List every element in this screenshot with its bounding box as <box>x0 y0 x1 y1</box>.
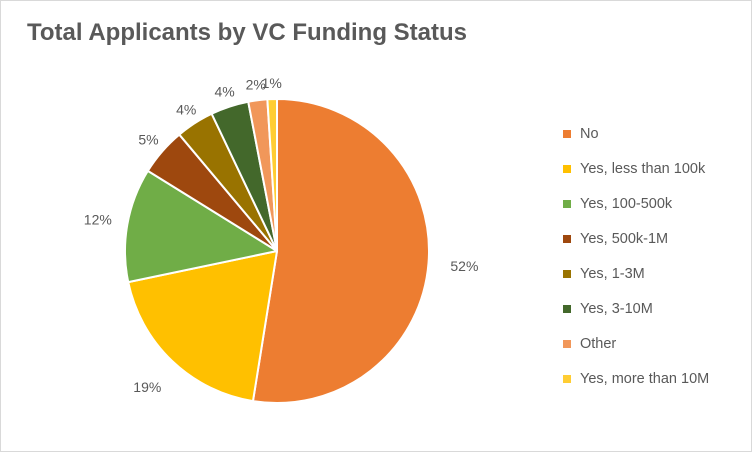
legend-item-7: Other <box>563 326 709 361</box>
legend-label: Other <box>580 335 617 352</box>
legend-item-6: Yes, 3-10M <box>563 291 709 326</box>
legend: No Yes, less than 100k Yes, 100-500k Yes, 5… <box>563 116 709 396</box>
data-label-8: 1% <box>262 75 282 91</box>
legend-item-8: Yes, more than 10M <box>563 361 709 396</box>
pie-slice-1 <box>251 98 430 404</box>
pie-slice-8 <box>266 98 278 252</box>
data-label-5: 4% <box>176 102 196 118</box>
legend-label: No <box>580 125 599 142</box>
legend-item-1: No <box>563 116 709 151</box>
legend-label: Yes, 100-500k <box>580 195 673 212</box>
legend-swatch <box>563 374 571 383</box>
legend-item-2: Yes, less than 100k <box>563 151 709 186</box>
legend-swatch <box>563 164 571 173</box>
data-label-1: 52% <box>450 258 478 274</box>
legend-swatch <box>563 129 571 138</box>
legend-swatch <box>563 234 571 243</box>
data-label-6: 4% <box>214 83 234 99</box>
legend-swatch <box>563 269 571 278</box>
legend-item-4: Yes, 500k-1M <box>563 221 709 256</box>
pie-slice-2 <box>127 250 278 403</box>
legend-label: Yes, more than 10M <box>580 370 710 387</box>
chart-title: Total Applicants by VC Funding Status <box>27 19 468 46</box>
legend-swatch <box>563 199 571 208</box>
data-label-7: 2% <box>246 76 266 92</box>
legend-swatch <box>563 304 571 313</box>
legend-item-5: Yes, 1-3M <box>563 256 709 291</box>
pie-slice-3 <box>124 169 278 284</box>
data-label-2: 19% <box>133 379 161 395</box>
legend-label: Yes, 3-10M <box>580 300 653 317</box>
legend-label: Yes, 1-3M <box>580 265 645 282</box>
legend-swatch <box>563 339 571 348</box>
data-label-3: 12% <box>84 211 112 227</box>
legend-label: Yes, less than 100k <box>580 160 706 177</box>
legend-label: Yes, 500k-1M <box>580 230 669 247</box>
legend-item-3: Yes, 100-500k <box>563 186 709 221</box>
data-label-4: 5% <box>138 132 158 148</box>
